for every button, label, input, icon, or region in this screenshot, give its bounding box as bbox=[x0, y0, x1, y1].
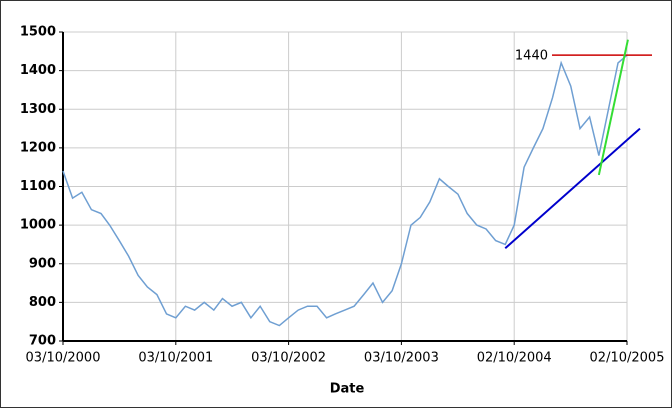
y-tick-label: 1000 bbox=[20, 218, 56, 233]
data-line bbox=[62, 54, 628, 327]
y-tick-label: 1500 bbox=[20, 25, 56, 40]
x-tick-label: 03/10/2000 bbox=[26, 351, 101, 366]
y-tick-label: 1300 bbox=[20, 102, 56, 117]
y-tick-label: 700 bbox=[29, 334, 56, 349]
x-tick-label: 02/10/2004 bbox=[477, 351, 552, 366]
y-tick-label: 1100 bbox=[20, 179, 56, 194]
y-tick-label: 1400 bbox=[20, 63, 56, 78]
trend-line bbox=[597, 39, 629, 176]
x-axis-label: Date bbox=[330, 382, 365, 397]
trend-line bbox=[504, 127, 641, 250]
y-tick-label: 1200 bbox=[20, 140, 56, 155]
reference-label: 1440 bbox=[515, 49, 548, 64]
x-tick-label: 03/10/2002 bbox=[251, 351, 326, 366]
y-tick-label: 800 bbox=[29, 295, 56, 310]
x-tick-label: 03/10/2001 bbox=[138, 351, 213, 366]
y-tick-label: 900 bbox=[29, 256, 56, 271]
x-tick-label: 02/10/2005 bbox=[590, 351, 665, 366]
x-tick-label: 03/10/2003 bbox=[364, 351, 439, 366]
